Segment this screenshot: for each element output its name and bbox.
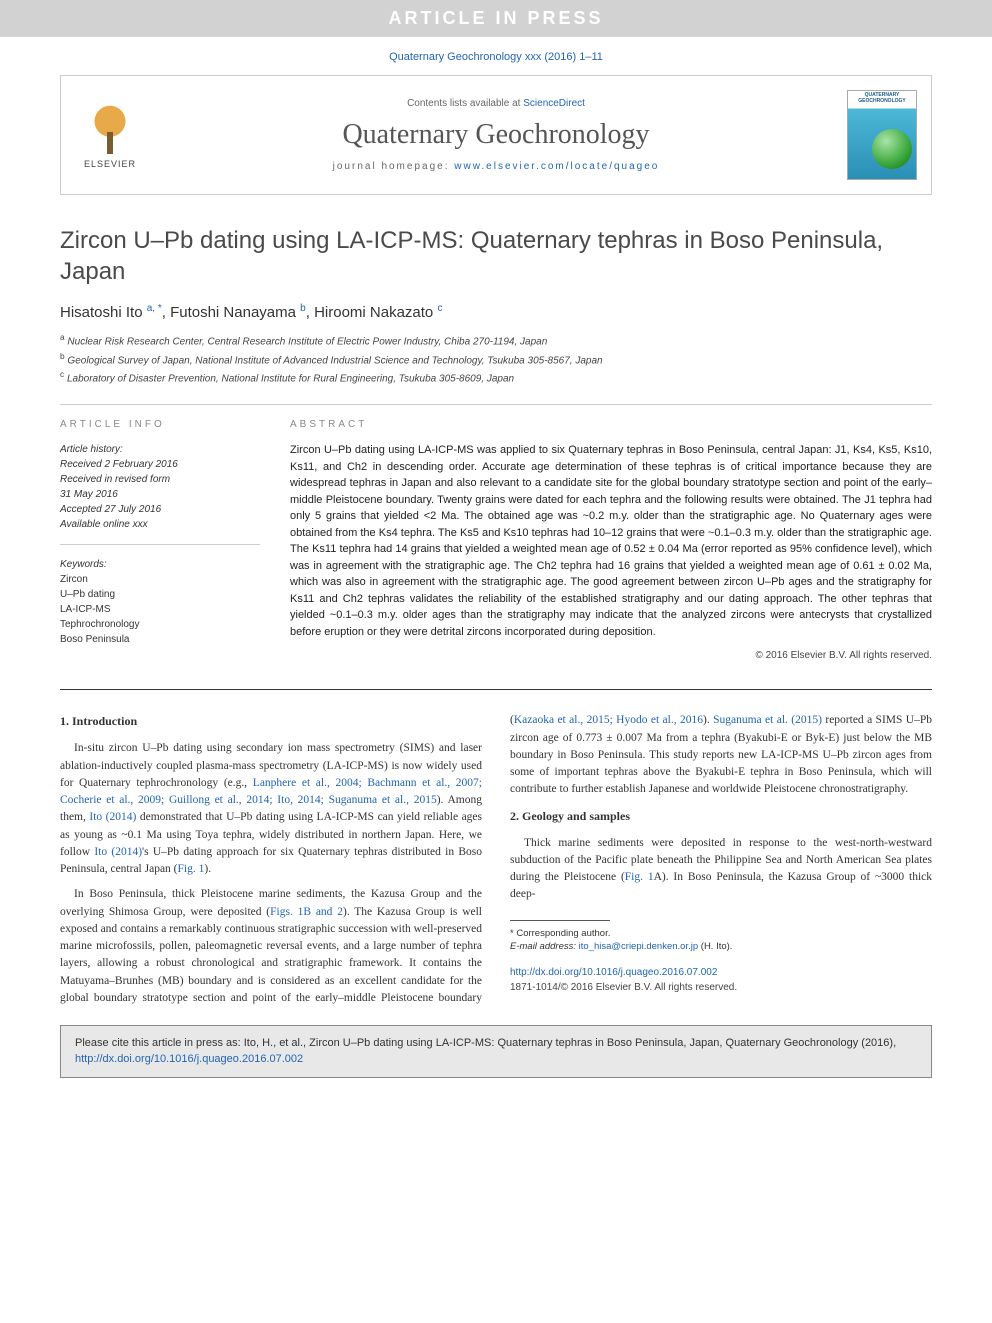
citation-link[interactable]: Ito (2014) xyxy=(94,846,142,858)
top-citation-text: Quaternary Geochronology xxx (2016) 1–11 xyxy=(389,51,603,63)
journal-homepage-link[interactable]: www.elsevier.com/locate/quageo xyxy=(454,161,659,172)
contents-line: Contents lists available at ScienceDirec… xyxy=(159,98,833,109)
authors-line: Hisatoshi Ito a, *, Futoshi Nanayama b, … xyxy=(60,303,932,321)
author-sup: b xyxy=(300,303,306,314)
author-sup: c xyxy=(437,303,442,314)
author-sup: a, * xyxy=(147,303,162,314)
keyword: Zircon xyxy=(60,572,260,587)
elsevier-tree-icon xyxy=(85,102,135,157)
contents-prefix: Contents lists available at xyxy=(407,98,523,109)
doi-link[interactable]: http://dx.doi.org/10.1016/j.quageo.2016.… xyxy=(510,967,717,978)
keyword: LA-ICP-MS xyxy=(60,602,260,617)
affil-text: Geological Survey of Japan, National Ins… xyxy=(67,355,602,366)
body-text: ). xyxy=(703,714,713,726)
homepage-line: journal homepage: www.elsevier.com/locat… xyxy=(159,161,833,172)
citation-box-doi-link[interactable]: http://dx.doi.org/10.1016/j.quageo.2016.… xyxy=(75,1053,303,1065)
doi-block: http://dx.doi.org/10.1016/j.quageo.2016.… xyxy=(510,965,932,995)
history-line: Received in revised form xyxy=(60,472,260,487)
figure-link[interactable]: Fig. 1 xyxy=(625,871,654,883)
author-name[interactable]: Futoshi Nanayama xyxy=(170,304,296,321)
doi-copyright: 1871-1014/© 2016 Elsevier B.V. All right… xyxy=(510,980,932,995)
email-owner: (H. Ito). xyxy=(701,941,733,952)
history-line: Received 2 February 2016 xyxy=(60,457,260,472)
affil-text: Laboratory of Disaster Prevention, Natio… xyxy=(67,373,514,384)
abstract-text: Zircon U–Pb dating using LA-ICP-MS was a… xyxy=(290,442,932,640)
sciencedirect-link[interactable]: ScienceDirect xyxy=(523,98,585,109)
section-heading: 2. Geology and samples xyxy=(510,807,932,825)
footnote-separator xyxy=(510,920,610,921)
section-heading: 1. Introduction xyxy=(60,712,482,730)
article-info-label: ARTICLE INFO xyxy=(60,419,260,430)
citation-box-text: Please cite this article in press as: It… xyxy=(75,1037,896,1049)
history-label: Article history: xyxy=(60,442,260,457)
article-title: Zircon U–Pb dating using LA-ICP-MS: Quat… xyxy=(60,225,932,287)
affil-sup: c xyxy=(60,369,64,379)
journal-header-center: Contents lists available at ScienceDirec… xyxy=(159,98,833,172)
history-line: Available online xxx xyxy=(60,517,260,532)
globe-icon xyxy=(872,129,912,169)
article-info-row: ARTICLE INFO Article history: Received 2… xyxy=(60,419,932,661)
affiliation: a Nuclear Risk Research Center, Central … xyxy=(60,331,932,349)
email-line: E-mail address: ito_hisa@criepi.denken.o… xyxy=(510,940,932,953)
affiliation: b Geological Survey of Japan, National I… xyxy=(60,350,932,368)
affiliations: a Nuclear Risk Research Center, Central … xyxy=(60,331,932,386)
body-text: ). xyxy=(204,863,211,875)
keywords-label: Keywords: xyxy=(60,557,260,572)
affil-text: Nuclear Risk Research Center, Central Re… xyxy=(67,337,547,348)
homepage-prefix: journal homepage: xyxy=(333,161,455,172)
keyword: Boso Peninsula xyxy=(60,632,260,647)
corresponding-author: * Corresponding author. xyxy=(510,927,932,940)
history-line: Accepted 27 July 2016 xyxy=(60,502,260,517)
affiliation: c Laboratory of Disaster Prevention, Nat… xyxy=(60,368,932,386)
email-label: E-mail address: xyxy=(510,941,576,952)
keywords-block: Keywords: Zircon U–Pb dating LA-ICP-MS T… xyxy=(60,557,260,647)
affil-sup: b xyxy=(60,351,65,361)
citation-link[interactable]: Suganuma et al. (2015) xyxy=(713,714,822,726)
body-divider xyxy=(60,689,932,690)
email-link[interactable]: ito_hisa@criepi.denken.or.jp xyxy=(579,941,699,952)
abstract-copyright: © 2016 Elsevier B.V. All rights reserved… xyxy=(290,650,932,661)
elsevier-logo-label: ELSEVIER xyxy=(84,159,136,169)
divider xyxy=(60,404,932,405)
body-paragraph: In-situ zircon U–Pb dating using seconda… xyxy=(60,740,482,878)
footnotes: * Corresponding author. E-mail address: … xyxy=(510,927,932,954)
journal-cover-thumbnail[interactable]: QUATERNARY GEOCHRONOLOGY xyxy=(847,90,917,180)
body-paragraph: Thick marine sediments were deposited in… xyxy=(510,835,932,904)
article-body: 1. Introduction In-situ zircon U–Pb dati… xyxy=(60,712,932,1007)
elsevier-logo[interactable]: ELSEVIER xyxy=(75,95,145,175)
article-main: Zircon U–Pb dating using LA-ICP-MS: Quat… xyxy=(60,225,932,1007)
citation-link[interactable]: Kazaoka et al., 2015; Hyodo et al., 2016 xyxy=(514,714,703,726)
article-info-right: ABSTRACT Zircon U–Pb dating using LA-ICP… xyxy=(290,419,932,661)
body-text: reported a SIMS U–Pb zircon age of 0.773… xyxy=(510,714,932,795)
history-line: 31 May 2016 xyxy=(60,487,260,502)
article-history: Article history: Received 2 February 201… xyxy=(60,442,260,545)
abstract-label: ABSTRACT xyxy=(290,419,932,430)
figure-link[interactable]: Fig. 1 xyxy=(178,863,205,875)
keyword: Tephrochronology xyxy=(60,617,260,632)
journal-header: ELSEVIER Contents lists available at Sci… xyxy=(60,75,932,195)
article-info-left: ARTICLE INFO Article history: Received 2… xyxy=(60,419,260,661)
journal-name: Quaternary Geochronology xyxy=(159,119,833,151)
article-in-press-banner: ARTICLE IN PRESS xyxy=(0,0,992,37)
figure-link[interactable]: Figs. 1B and 2 xyxy=(270,906,343,918)
footnote-block: * Corresponding author. E-mail address: … xyxy=(510,920,932,996)
citation-link[interactable]: Ito (2014) xyxy=(89,811,136,823)
author-name[interactable]: Hiroomi Nakazato xyxy=(314,304,433,321)
keyword: U–Pb dating xyxy=(60,587,260,602)
banner-text: ARTICLE IN PRESS xyxy=(388,8,603,28)
top-citation: Quaternary Geochronology xxx (2016) 1–11 xyxy=(0,37,992,69)
citation-box: Please cite this article in press as: It… xyxy=(60,1025,932,1078)
author-name[interactable]: Hisatoshi Ito xyxy=(60,304,143,321)
journal-cover-label: QUATERNARY GEOCHRONOLOGY xyxy=(848,91,916,104)
affil-sup: a xyxy=(60,332,65,342)
